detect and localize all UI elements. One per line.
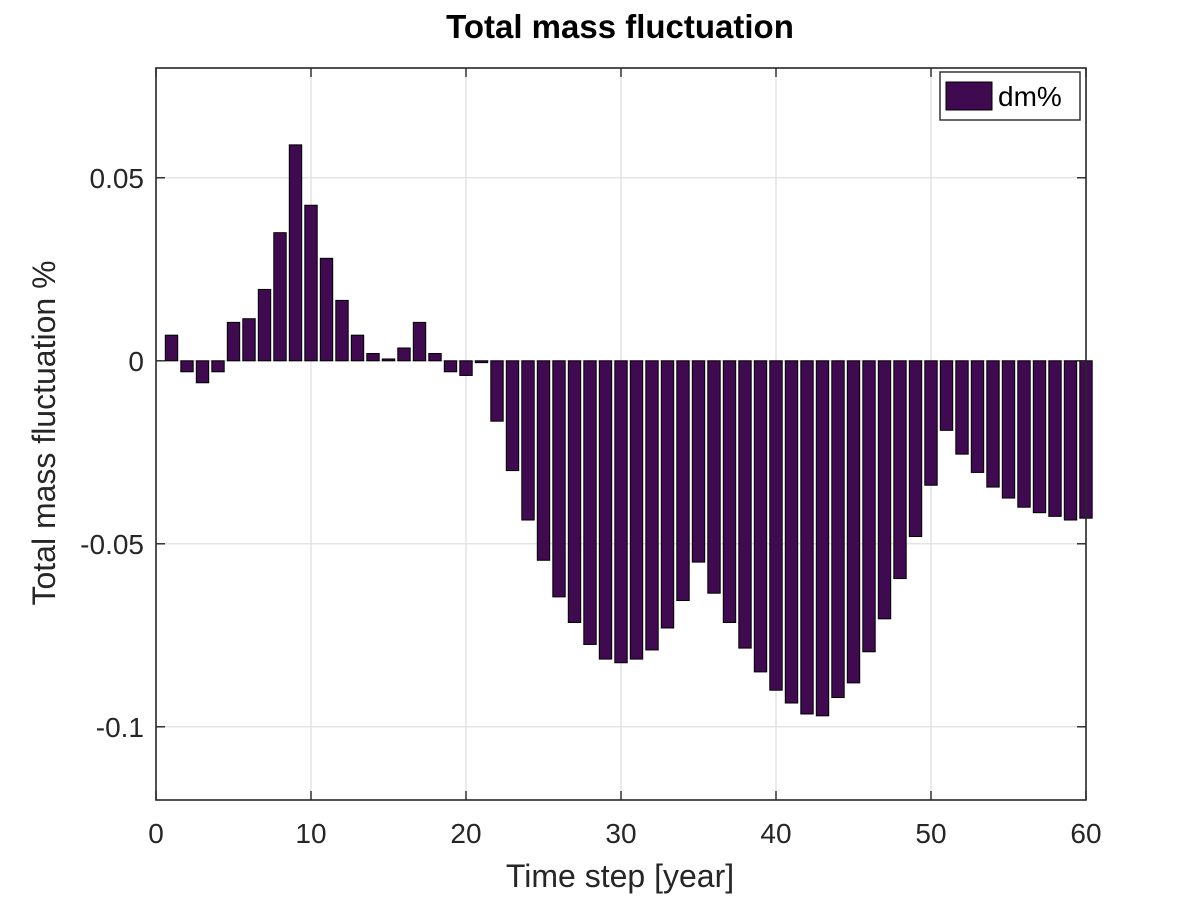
x-tick-label: 20 <box>450 818 481 849</box>
legend-swatch <box>945 81 993 111</box>
y-tick-label: 0 <box>128 346 144 377</box>
bar <box>242 318 256 362</box>
y-tick-label: -0.1 <box>96 712 144 743</box>
x-tick-label: 10 <box>295 818 326 849</box>
bar <box>629 360 644 660</box>
bar <box>490 360 504 422</box>
bar <box>226 321 241 362</box>
bar <box>1001 360 1016 499</box>
bar <box>211 360 225 373</box>
bar <box>614 360 628 664</box>
x-tick-label: 60 <box>1070 818 1101 849</box>
bar <box>319 257 334 362</box>
bar <box>645 360 659 651</box>
bar <box>350 334 365 362</box>
bar <box>366 352 380 362</box>
bar <box>180 360 194 373</box>
x-tick-label: 30 <box>605 818 636 849</box>
legend-label: dm% <box>998 81 1062 112</box>
bar <box>397 347 411 362</box>
bar <box>164 334 179 362</box>
bar <box>660 360 675 629</box>
x-tick-label: 50 <box>915 818 946 849</box>
bar <box>505 360 520 472</box>
x-tick-label: 0 <box>148 818 164 849</box>
bar <box>676 360 690 602</box>
bar <box>443 360 458 373</box>
axis-ticks: 0 10 20 30 40 50 60 0.05 0 -0.05 -0.1 <box>80 68 1102 849</box>
bar <box>428 352 442 362</box>
bar <box>474 360 489 364</box>
bar <box>769 360 783 691</box>
bar <box>1048 360 1062 517</box>
bar <box>893 360 907 580</box>
bar <box>939 360 954 431</box>
bar <box>412 321 427 362</box>
bar <box>304 204 318 362</box>
bar <box>1063 360 1078 521</box>
chart-title: Total mass fluctuation <box>446 8 794 45</box>
bar <box>195 360 210 384</box>
bar <box>1032 360 1047 514</box>
bar <box>707 360 721 594</box>
bar <box>784 360 799 704</box>
bar <box>552 360 566 598</box>
y-tick-label: 0.05 <box>90 163 145 194</box>
bar <box>583 360 597 645</box>
bar <box>335 299 349 362</box>
x-axis-label: Time step [year] <box>506 858 734 894</box>
bar <box>288 144 303 362</box>
bar <box>536 360 551 561</box>
y-axis-label: Total mass fluctuation % <box>26 260 62 605</box>
bar <box>459 360 473 376</box>
bar <box>800 360 814 715</box>
bar <box>738 360 752 649</box>
x-tick-label: 40 <box>760 818 791 849</box>
bar <box>986 360 1000 488</box>
legend: dm% <box>939 71 1081 121</box>
y-tick-label: -0.05 <box>80 529 144 560</box>
bar <box>722 360 737 623</box>
bar <box>924 360 938 486</box>
bar <box>598 360 613 660</box>
bar <box>846 360 861 684</box>
bar <box>862 360 876 653</box>
bar <box>273 232 287 362</box>
bar <box>753 360 768 673</box>
bar <box>955 360 969 455</box>
bar <box>877 360 892 620</box>
bar <box>691 360 706 563</box>
bar <box>815 360 830 717</box>
bar <box>908 360 923 537</box>
bar <box>831 360 845 699</box>
bar <box>381 358 396 362</box>
bar <box>1017 360 1031 508</box>
bars <box>164 144 1093 717</box>
bar <box>970 360 985 473</box>
bar <box>257 288 272 362</box>
bar <box>521 360 535 521</box>
bar <box>567 360 582 623</box>
